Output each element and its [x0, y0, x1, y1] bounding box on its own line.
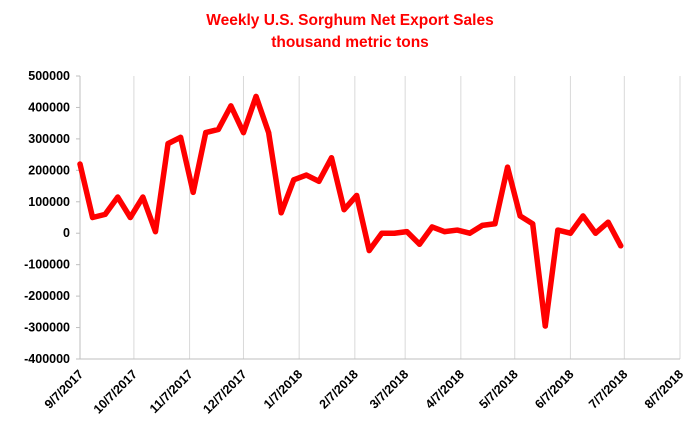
y-tick-label: 300000	[28, 132, 70, 146]
data-point	[253, 93, 259, 100]
data-point	[341, 207, 347, 213]
data-point	[354, 192, 360, 199]
data-point	[454, 227, 460, 233]
data-point	[127, 214, 133, 221]
x-tick-label: 2/7/2018	[317, 367, 361, 411]
data-point	[228, 103, 234, 109]
data-point	[479, 222, 485, 228]
y-tick-label: -300000	[24, 321, 70, 335]
data-point	[89, 214, 96, 221]
data-point	[77, 161, 83, 167]
data-point	[580, 213, 586, 219]
x-tick-label: 6/7/2018	[532, 367, 576, 411]
data-point	[605, 219, 611, 225]
data-point	[291, 177, 297, 183]
data-point	[178, 134, 184, 140]
data-point	[618, 243, 624, 249]
data-point	[504, 164, 511, 170]
x-tick-label: 4/7/2018	[423, 367, 467, 411]
data-point	[115, 194, 121, 200]
data-point	[203, 130, 209, 136]
x-tick-label: 10/7/2017	[91, 367, 140, 416]
y-tick-label: 0	[63, 226, 70, 240]
y-tick-label: -200000	[24, 289, 70, 303]
data-point	[391, 230, 397, 236]
data-point	[328, 155, 335, 161]
x-tick-label: 8/7/2018	[642, 367, 686, 411]
data-point	[215, 126, 221, 133]
x-tick-label: 1/7/2018	[261, 367, 305, 411]
data-point	[567, 230, 574, 236]
data-point	[416, 241, 423, 247]
y-tick-label: 500000	[28, 69, 70, 83]
data-point	[530, 221, 536, 227]
data-point	[442, 229, 448, 235]
data-point	[303, 172, 309, 178]
data-point	[542, 323, 548, 329]
series-line	[77, 93, 624, 329]
y-tick-label: 400000	[28, 100, 70, 114]
x-tick-label: 7/7/2018	[586, 367, 630, 411]
data-point	[492, 221, 498, 227]
data-point	[190, 189, 196, 195]
chart-subtitle: thousand metric tons	[271, 34, 429, 51]
data-point	[240, 130, 247, 136]
x-tick-label: 5/7/2018	[477, 367, 521, 411]
data-point	[140, 194, 146, 200]
data-point	[555, 227, 561, 233]
data-point	[379, 230, 385, 236]
data-point	[152, 229, 159, 235]
y-tick-label: 200000	[28, 163, 70, 177]
y-tick-label: -100000	[24, 258, 70, 272]
data-point	[404, 229, 410, 235]
data-point	[366, 247, 372, 254]
data-point	[517, 213, 523, 219]
x-tick-label: 11/7/2017	[147, 367, 196, 416]
data-point	[316, 178, 322, 184]
x-tick-label: 12/7/2017	[200, 367, 249, 416]
y-tick-label: 100000	[28, 195, 70, 209]
data-point	[165, 141, 171, 147]
data-point	[592, 230, 599, 236]
x-tick-label: 9/7/2017	[42, 367, 86, 411]
y-tick-label: -400000	[24, 352, 70, 366]
data-point	[102, 211, 108, 217]
data-point	[278, 210, 284, 216]
data-point	[467, 230, 473, 236]
x-tick-label: 3/7/2018	[367, 367, 411, 411]
data-point	[266, 130, 272, 136]
chart-title: Weekly U.S. Sorghum Net Export Sales	[206, 12, 494, 29]
data-point	[429, 224, 435, 230]
